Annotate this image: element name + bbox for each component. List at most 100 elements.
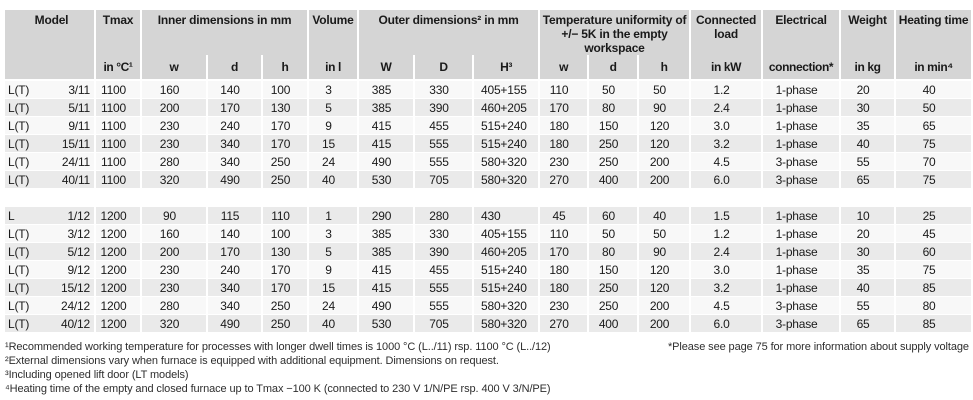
cell-tmax: 1200 xyxy=(94,260,141,279)
cell-kg: 35 xyxy=(839,260,896,279)
header-group-row: Model Tmax Inner dimensions in mm Volume… xyxy=(5,10,972,81)
cell-D: 705 xyxy=(413,170,474,189)
cell-d: 490 xyxy=(206,314,262,333)
cell-td: 150 xyxy=(587,260,639,279)
cell-H: 460+205 xyxy=(472,98,540,117)
table-row: L(T) 15/11 1100 230 340 170 15 415 555 515+240 180… xyxy=(5,134,972,153)
cell-W: 415 xyxy=(357,134,415,153)
cell-td: 80 xyxy=(587,98,639,117)
cell-D: 390 xyxy=(413,98,474,117)
col-header-inner-dimensions: Inner dimensions in mm xyxy=(139,10,309,55)
cell-w: 200 xyxy=(140,242,207,261)
cell-D: 280 xyxy=(413,207,474,225)
model-prefix: L(T) xyxy=(8,100,30,115)
cell-kg: 55 xyxy=(839,152,896,171)
cell-vol: 1 xyxy=(307,207,359,225)
cell-h: 250 xyxy=(260,152,309,171)
model-number: 24/12 xyxy=(60,298,90,313)
cell-conn: 1-phase xyxy=(761,116,841,135)
cell-tw: 110 xyxy=(538,80,589,99)
cell-w: 320 xyxy=(140,314,207,333)
group-separator-row xyxy=(5,188,972,207)
cell-conn: 3-phase xyxy=(761,170,841,189)
table-row: L(T) 40/12 1200 320 490 250 40 530 705 580+320 270… xyxy=(5,314,972,333)
cell-th: 50 xyxy=(637,80,691,99)
cell-D: 555 xyxy=(413,278,474,297)
col-subheader-inner-w: w xyxy=(140,55,207,81)
cell-model: L(T) 24/12 xyxy=(5,296,95,315)
cell-W: 415 xyxy=(357,278,415,297)
cell-conn: 1-phase xyxy=(761,260,841,279)
cell-d: 140 xyxy=(206,80,262,99)
cell-H: 515+240 xyxy=(472,134,540,153)
cell-min: 65 xyxy=(894,116,972,135)
cell-W: 385 xyxy=(357,224,415,243)
cell-td: 250 xyxy=(587,296,639,315)
cell-H: 580+320 xyxy=(472,314,540,333)
cell-model: L 1/12 xyxy=(5,207,95,225)
cell-min: 45 xyxy=(894,224,972,243)
cell-tmax: 1100 xyxy=(94,80,141,99)
cell-conn: 1-phase xyxy=(761,242,841,261)
col-subheader-tmax-unit: in °C¹ xyxy=(94,55,141,81)
cell-vol: 3 xyxy=(307,80,359,99)
cell-H: 515+240 xyxy=(472,278,540,297)
cell-h: 250 xyxy=(260,314,309,333)
cell-w: 230 xyxy=(140,278,207,297)
cell-conn: 3-phase xyxy=(761,152,841,171)
cell-tmax: 1100 xyxy=(94,170,141,189)
cell-D: 555 xyxy=(413,134,474,153)
cell-d: 170 xyxy=(206,98,262,117)
model-number: 3/11 xyxy=(68,82,90,97)
cell-th: 200 xyxy=(637,170,691,189)
cell-tw: 170 xyxy=(538,98,589,117)
cell-vol: 24 xyxy=(307,296,359,315)
cell-td: 150 xyxy=(587,116,639,135)
cell-D: 555 xyxy=(413,152,474,171)
cell-kg: 30 xyxy=(839,98,896,117)
model-prefix: L(T) xyxy=(8,154,30,169)
table-row: L(T) 5/12 1200 200 170 130 5 385 390 460+205 170 80… xyxy=(5,242,972,261)
cell-kw: 2.4 xyxy=(689,98,763,117)
table-row: L(T) 24/11 1100 280 340 250 24 490 555 580+320 230… xyxy=(5,152,972,171)
model-number: 15/12 xyxy=(60,280,90,295)
cell-w: 320 xyxy=(140,170,207,189)
cell-H: 580+320 xyxy=(472,170,540,189)
cell-tmax: 1200 xyxy=(94,296,141,315)
cell-d: 490 xyxy=(206,170,262,189)
table-row: L(T) 15/12 1200 230 340 170 15 415 555 515+240 180… xyxy=(5,278,972,297)
cell-kg: 35 xyxy=(839,116,896,135)
cell-model: L(T) 5/11 xyxy=(5,98,95,117)
cell-W: 385 xyxy=(357,242,415,261)
col-subheader-outer-D: D xyxy=(413,55,474,81)
cell-H: 580+320 xyxy=(472,296,540,315)
cell-th: 50 xyxy=(637,224,691,243)
model-prefix: L(T) xyxy=(8,280,30,295)
cell-d: 340 xyxy=(206,134,262,153)
cell-tmax: 1200 xyxy=(94,278,141,297)
col-header-heating-time: Heating time xyxy=(894,10,972,55)
supply-voltage-note: *Please see page 75 for more information… xyxy=(668,341,969,353)
cell-tw: 180 xyxy=(538,116,589,135)
cell-vol: 9 xyxy=(307,260,359,279)
cell-conn: 3-phase xyxy=(761,314,841,333)
group-separator-cell xyxy=(5,188,972,207)
cell-vol: 5 xyxy=(307,98,359,117)
cell-tw: 230 xyxy=(538,296,589,315)
col-subheader-load-unit: in kW xyxy=(689,55,763,81)
cell-model: L(T) 3/11 xyxy=(5,80,95,99)
cell-W: 290 xyxy=(357,207,415,225)
model-number: 40/12 xyxy=(60,316,90,331)
cell-kw: 4.5 xyxy=(689,152,763,171)
cell-tw: 270 xyxy=(538,170,589,189)
cell-kw: 3.2 xyxy=(689,278,763,297)
cell-kg: 55 xyxy=(839,296,896,315)
col-subheader-weight-unit: in kg xyxy=(839,55,896,81)
cell-kw: 1.2 xyxy=(689,80,763,99)
col-subheader-outer-H: H³ xyxy=(472,55,540,81)
cell-tw: 230 xyxy=(538,152,589,171)
cell-kg: 10 xyxy=(839,207,896,225)
footnotes: ¹Recommended working temperature for pro… xyxy=(5,340,973,396)
cell-H: 515+240 xyxy=(472,260,540,279)
col-header-weight: Weight xyxy=(839,10,896,55)
